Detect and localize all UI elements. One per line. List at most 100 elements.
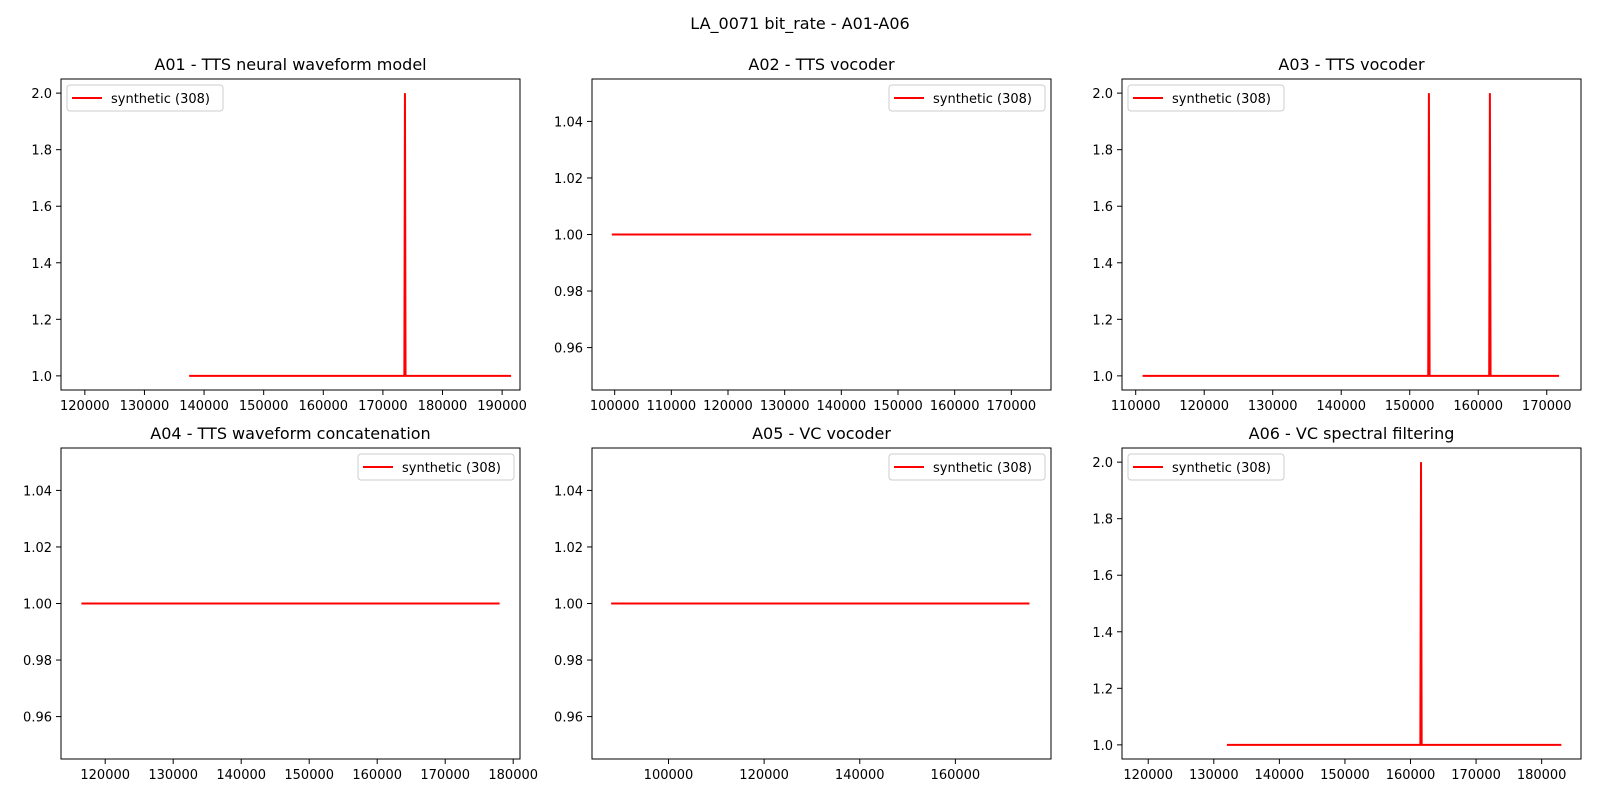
y-tick-label: 1.6 [1092,569,1113,584]
legend: synthetic (308) [66,84,224,112]
x-tick-label: 120000 [739,768,789,783]
y-tick-label: 1.2 [1092,313,1113,328]
legend-box [1127,453,1285,481]
x-tick-label: 120000 [1123,768,1173,783]
y-tick-label: 1.0 [1092,739,1113,754]
x-tick-label: 160000 [298,399,348,414]
x-tick-label: 130000 [120,399,170,414]
y-tick-label: 1.4 [31,257,52,272]
y-tick-label: 0.96 [23,711,52,726]
x-tick-label: 120000 [80,768,130,783]
x-tick-label: 170000 [987,399,1037,414]
subplot-2: A02 - TTS vocoder 100000 110000 120000 13000… [554,55,1052,414]
y-tick-label: 1.00 [554,598,583,613]
subplot-6: A06 - VC spectral filtering 120000 130000 1… [1092,424,1582,783]
x-tick-label: 120000 [60,399,110,414]
x-tick-label: 110000 [647,399,697,414]
x-tick-label: 140000 [216,768,266,783]
subplot-title: A04 - TTS waveform concatenation [150,424,430,443]
y-tick-label: 0.98 [554,654,583,669]
y-tick-label: 1.6 [31,200,52,215]
x-tick-label: 130000 [1248,399,1298,414]
x-tick-label: 120000 [703,399,753,414]
x-tick-label: 170000 [358,399,408,414]
x-tick-label: 130000 [148,768,198,783]
x-tick-label: 150000 [1385,399,1435,414]
subplot-title: A05 - VC vocoder [752,424,891,443]
x-tick-label: 100000 [644,768,694,783]
x-tick-label: 150000 [239,399,289,414]
subplot-title: A06 - VC spectral filtering [1249,424,1455,443]
x-tick-label: 120000 [1179,399,1229,414]
y-tick-label: 1.8 [31,144,52,159]
legend-box [357,453,515,481]
x-tick-label: 130000 [1189,768,1239,783]
subplot-1: A01 - TTS neural waveform model 120000 130… [31,55,527,414]
x-tick-label: 150000 [873,399,923,414]
legend: synthetic (308) [888,84,1046,112]
subplot-5: A05 - VC vocoder 100000 120000 140000 160000… [554,424,1052,783]
x-tick-label: 180000 [418,399,468,414]
legend-box [888,453,1046,481]
x-tick-label: 160000 [1386,768,1436,783]
axes-frame [1121,447,1582,760]
y-tick-label: 1.04 [23,484,52,499]
legend-label: synthetic (308) [1172,92,1271,107]
y-tick-label: 1.8 [1092,513,1113,528]
x-tick-label: 170000 [1451,768,1501,783]
x-tick-label: 170000 [1522,399,1572,414]
x-tick-label: 160000 [931,768,981,783]
x-tick-label: 130000 [760,399,810,414]
series-line [189,93,512,377]
x-tick-label: 110000 [1111,399,1161,414]
y-tick-label: 2.0 [1092,87,1113,102]
legend: synthetic (308) [1127,453,1285,481]
y-tick-label: 1.8 [1092,144,1113,159]
legend-label: synthetic (308) [933,92,1032,107]
series-line [1226,462,1562,746]
y-tick-label: 0.98 [23,654,52,669]
y-tick-label: 1.0 [1092,370,1113,385]
subplot-title: A02 - TTS vocoder [748,55,895,74]
y-tick-label: 0.96 [554,711,583,726]
legend-box [888,84,1046,112]
x-tick-label: 140000 [817,399,867,414]
y-tick-label: 2.0 [1092,456,1113,471]
x-tick-label: 160000 [352,768,402,783]
y-tick-label: 1.04 [554,484,583,499]
y-tick-label: 1.02 [554,172,583,187]
subplot-3: A03 - TTS vocoder 110000 120000 130000 14000… [1092,55,1582,414]
x-tick-label: 160000 [930,399,980,414]
figure-title: LA_0071 bit_rate - A01-A06 [690,14,909,34]
x-tick-label: 170000 [420,768,470,783]
legend-label: synthetic (308) [933,461,1032,476]
x-tick-label: 160000 [1453,399,1503,414]
x-tick-label: 150000 [1320,768,1370,783]
x-tick-label: 180000 [488,768,538,783]
x-tick-label: 140000 [179,399,229,414]
x-tick-label: 100000 [590,399,640,414]
axes-frame [60,78,521,391]
y-tick-label: 1.02 [23,541,52,556]
legend-box [1127,84,1285,112]
x-tick-label: 140000 [1316,399,1366,414]
y-tick-label: 0.98 [554,285,583,300]
y-tick-label: 1.4 [1092,257,1113,272]
y-tick-label: 1.04 [554,115,583,130]
legend: synthetic (308) [888,453,1046,481]
subplot-title: A01 - TTS neural waveform model [154,55,426,74]
x-tick-label: 180000 [1517,768,1567,783]
y-tick-label: 1.00 [554,229,583,244]
x-tick-label: 190000 [477,399,527,414]
subplot-title: A03 - TTS vocoder [1278,55,1425,74]
axes-frame [591,447,1052,760]
legend-label: synthetic (308) [111,92,210,107]
y-tick-label: 1.4 [1092,626,1113,641]
axes-frame [60,447,521,760]
y-tick-label: 1.2 [31,313,52,328]
y-tick-label: 1.02 [554,541,583,556]
axes-frame [1121,78,1582,391]
y-tick-label: 1.6 [1092,200,1113,215]
y-tick-label: 1.2 [1092,682,1113,697]
